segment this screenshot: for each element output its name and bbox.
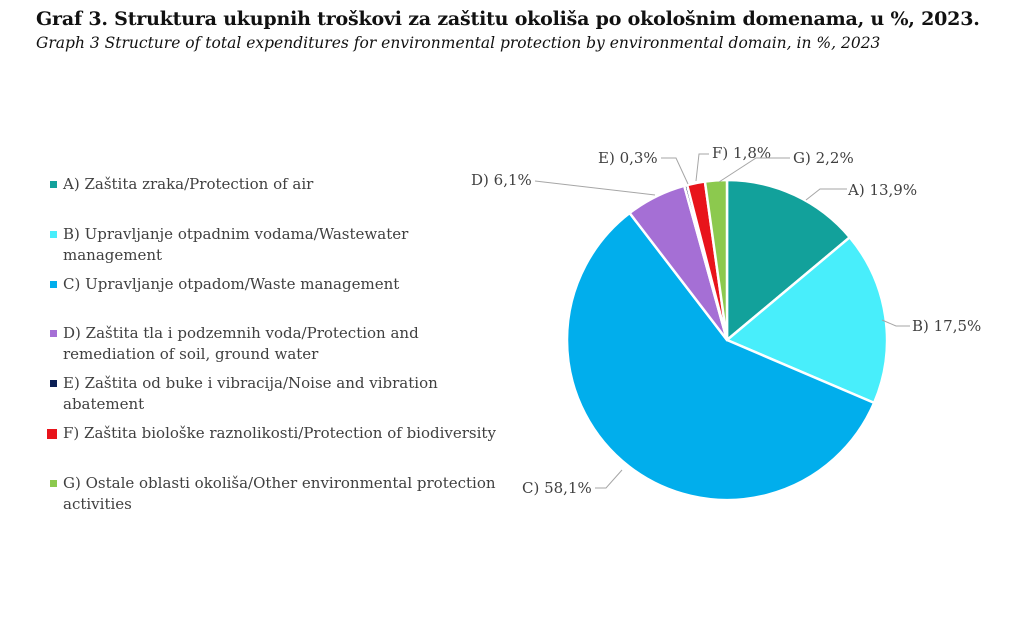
data-label-a: A) 13,9% [847, 181, 917, 199]
pie-slice-b [725, 236, 889, 405]
legend-swatch [50, 330, 57, 337]
legend-swatch [47, 429, 57, 439]
legend-label: G) Ostale oblasti okoliša/Other environm… [63, 474, 496, 513]
leader-line-a [805, 188, 847, 201]
leader-line-b [881, 319, 910, 327]
leader-line-g [718, 157, 790, 183]
data-label-e: E) 0,3% [598, 149, 658, 167]
leader-line-f [695, 153, 709, 182]
legend-item-c: C) Upravljanje otpadom/Waste management [50, 274, 399, 295]
legend-label: E) Zaštita od buke i vibracija/Noise and… [63, 374, 438, 413]
legend-label: C) Upravljanje otpadom/Waste management [63, 275, 400, 293]
legend-swatch [50, 281, 57, 288]
legend-item-d: D) Zaštita tla i podzemnih voda/Protecti… [50, 323, 445, 365]
legend-item-a: A) Zaštita zraka/Protection of air [50, 174, 313, 195]
chart-subtitle: Graph 3 Structure of total expenditures … [36, 34, 881, 52]
legend-item-f: F) Zaštita biološke raznolikosti/Protect… [47, 423, 520, 444]
legend-swatch [50, 181, 57, 188]
legend-label: F) Zaštita biološke raznolikosti/Protect… [63, 424, 496, 442]
leader-line-c [595, 469, 623, 489]
leader-line-e [661, 157, 689, 185]
data-label-b: B) 17,5% [912, 317, 981, 335]
legend-swatch [50, 480, 57, 487]
pie-slice-a [725, 178, 851, 342]
legend-item-g: G) Ostale oblasti okoliša/Other environm… [50, 473, 510, 515]
data-label-c: C) 58,1% [522, 479, 592, 497]
leader-line-d [534, 180, 656, 196]
legend-label: D) Zaštita tla i podzemnih voda/Protecti… [63, 324, 419, 363]
data-label-d: D) 6,1% [471, 171, 532, 189]
data-label-f: F) 1,8% [712, 144, 771, 162]
pie-slice-c [565, 211, 876, 502]
legend-label: A) Zaštita zraka/Protection of air [63, 175, 314, 193]
data-label-g: G) 2,2% [793, 149, 854, 167]
legend-swatch [50, 380, 57, 387]
legend-item-e: E) Zaštita od buke i vibracija/Noise and… [50, 373, 450, 415]
legend-swatch [50, 231, 57, 238]
legend-item-b: B) Upravljanje otpadnim vodama/Wastewate… [50, 224, 430, 266]
chart-title: Graf 3. Struktura ukupnih troškovi za za… [36, 8, 980, 30]
legend-label: B) Upravljanje otpadnim vodama/Wastewate… [63, 225, 409, 264]
pie-slice-g [703, 178, 729, 342]
